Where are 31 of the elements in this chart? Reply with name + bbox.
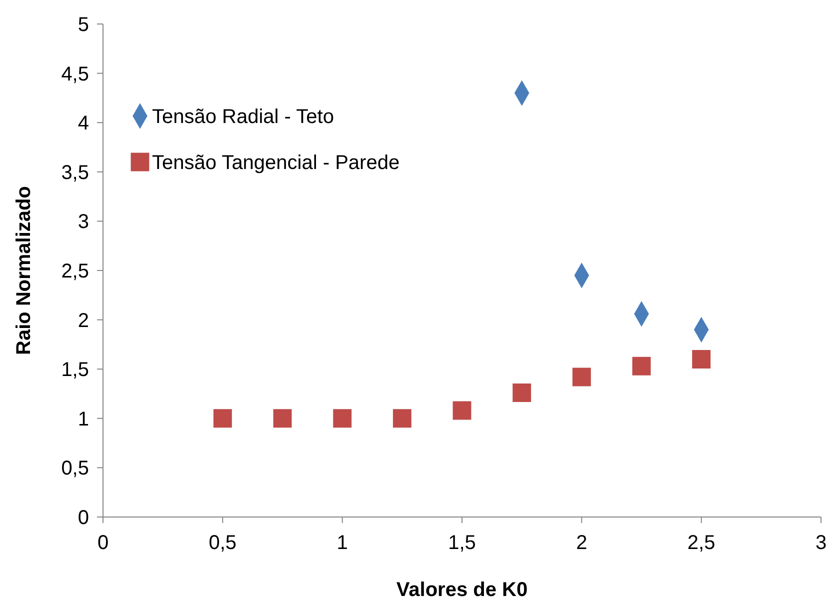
x-tick-label: 2 bbox=[576, 532, 588, 554]
legend-label: Tensão Radial - Teto bbox=[152, 106, 334, 128]
y-axis-title: Raio Normalizado bbox=[13, 186, 35, 355]
y-tick-label: 1 bbox=[78, 408, 89, 430]
x-tick-label: 2,5 bbox=[687, 532, 716, 554]
y-tick-label: 4 bbox=[78, 112, 89, 135]
x-tick-label: 0,5 bbox=[208, 532, 237, 554]
x-tick-label: 3 bbox=[815, 532, 827, 554]
point bbox=[572, 368, 591, 386]
x-tick-label: 0 bbox=[97, 532, 109, 554]
point bbox=[692, 350, 711, 368]
y-tick-label: 5 bbox=[78, 14, 89, 36]
point bbox=[273, 409, 292, 428]
y-tick-label: 2 bbox=[78, 310, 89, 332]
x-tick-label: 1,5 bbox=[448, 532, 476, 554]
point bbox=[632, 356, 651, 376]
y-tick-label: 4,5 bbox=[61, 63, 89, 86]
x-tick-label: 1 bbox=[336, 532, 348, 554]
point bbox=[333, 409, 352, 428]
point bbox=[213, 409, 232, 428]
point bbox=[512, 384, 532, 402]
x-axis-title: Valores de K0 bbox=[396, 579, 528, 601]
y-tick-label: 3 bbox=[78, 211, 89, 234]
y-tick-label: 1,5 bbox=[61, 359, 89, 382]
y-tick-label: 0,5 bbox=[61, 458, 89, 480]
legend-label: Tensão Tangencial - Parede bbox=[152, 152, 400, 174]
y-tick-label: 0 bbox=[78, 507, 89, 529]
point bbox=[392, 409, 412, 428]
point bbox=[452, 401, 472, 420]
y-tick-label: 3,5 bbox=[61, 162, 89, 184]
y-tick-label: 2,5 bbox=[61, 260, 89, 282]
